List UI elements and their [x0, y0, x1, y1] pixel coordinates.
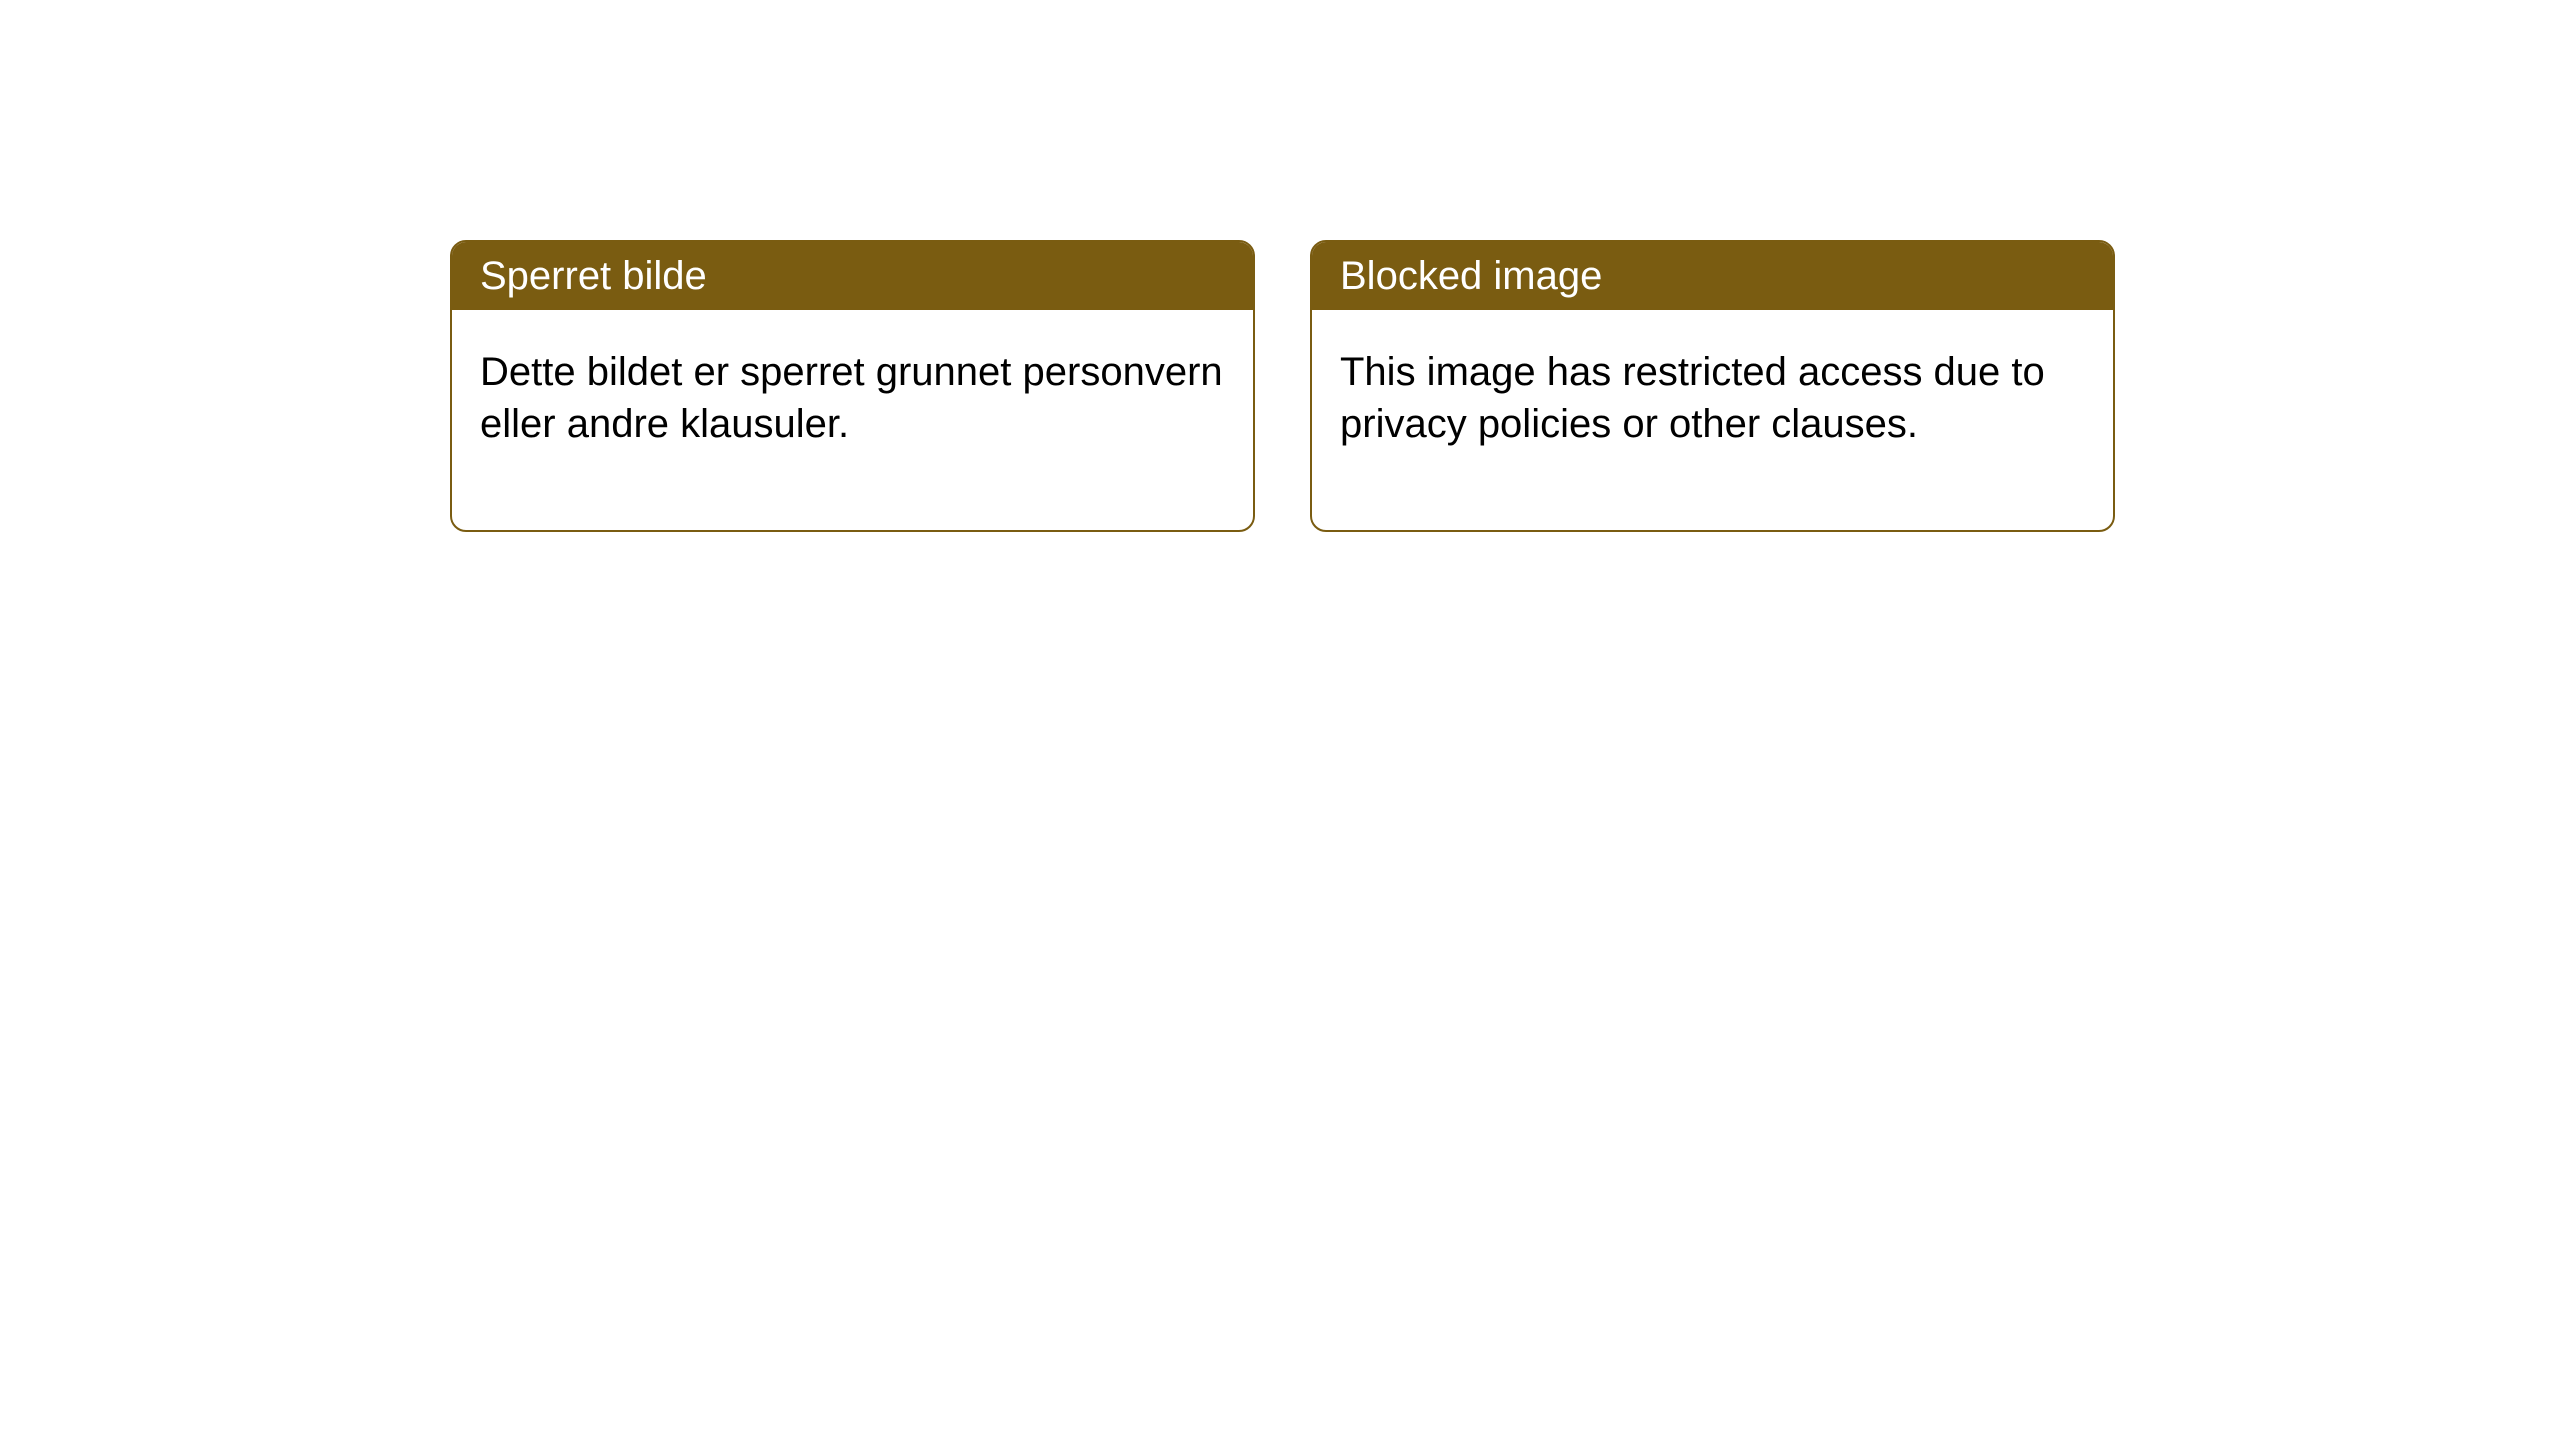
- notice-card-norwegian: Sperret bilde Dette bildet er sperret gr…: [450, 240, 1255, 532]
- notice-card-english: Blocked image This image has restricted …: [1310, 240, 2115, 532]
- notice-card-body: This image has restricted access due to …: [1312, 310, 2113, 530]
- notice-cards-container: Sperret bilde Dette bildet er sperret gr…: [450, 240, 2560, 532]
- notice-card-header: Sperret bilde: [452, 242, 1253, 310]
- notice-card-body: Dette bildet er sperret grunnet personve…: [452, 310, 1253, 530]
- notice-card-header: Blocked image: [1312, 242, 2113, 310]
